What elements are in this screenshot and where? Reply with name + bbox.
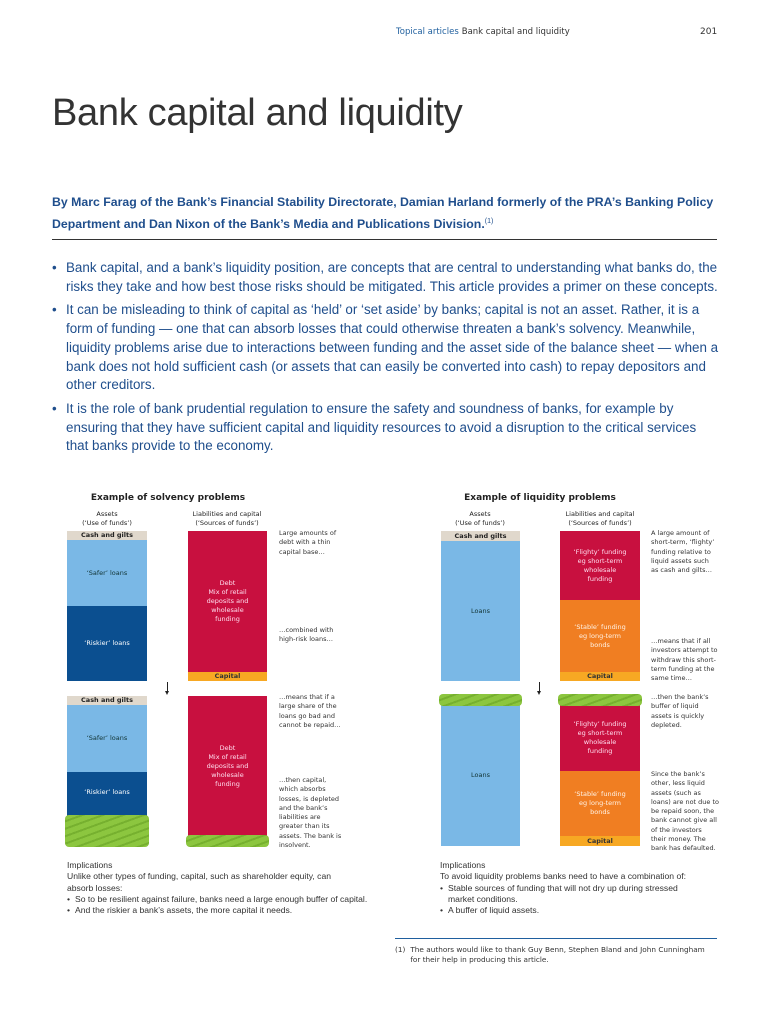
divider xyxy=(52,239,717,240)
solvency-title: Example of solvency problems xyxy=(90,493,246,503)
cash-block: Cash and gilts xyxy=(67,696,147,705)
bullet: It is the role of bank prudential regula… xyxy=(52,400,722,456)
liab-label: Liabilities and capital (‘Sources of fund… xyxy=(545,510,655,528)
debt-block: Debt Mix of retail deposits and wholesal… xyxy=(188,531,267,672)
implications-text: To avoid liquidity problems banks need t… xyxy=(440,871,687,882)
flighty-funding-block: ‘Flighty’ funding eg short-term wholesal… xyxy=(560,705,640,771)
byline: By Marc Farag of the Bank’s Financial St… xyxy=(52,193,722,234)
assets-sub: (‘Use of funds’) xyxy=(82,519,132,527)
arrow-down-icon xyxy=(537,682,541,695)
flighty-withdrawn-scribble xyxy=(558,694,642,706)
note: Since the bank’s other, less liquid asse… xyxy=(651,770,719,853)
header-title: Bank capital and liquidity xyxy=(461,27,570,37)
safer-loans-block: ‘Safer’ loans xyxy=(67,540,147,606)
liab-label: Liabilities and capital (‘Sources of fund… xyxy=(172,510,282,528)
assets-label: Assets (‘Use of funds’) xyxy=(425,510,535,528)
article-title: Bank capital and liquidity xyxy=(52,92,463,134)
implication-bullet: And the riskier a bank’s assets, the mor… xyxy=(67,905,397,917)
losses-scribble xyxy=(65,815,149,847)
riskier-loans-block: ‘Riskier’ loans xyxy=(67,606,147,681)
cash-block: Cash and gilts xyxy=(67,531,147,540)
stable-funding-block: ‘Stable’ funding eg long-term bonds xyxy=(560,771,640,836)
note: …then the bank’s buffer of liquid assets… xyxy=(651,693,709,729)
summary-bullets: Bank capital, and a bank’s liquidity pos… xyxy=(52,259,722,461)
liab-sub: (‘Sources of funds’) xyxy=(195,519,259,527)
assets-heading: Assets xyxy=(469,510,491,518)
capital-depleted-scribble xyxy=(186,835,269,847)
cash-block: Cash and gilts xyxy=(441,531,520,541)
footnote-marker: (1) xyxy=(395,945,406,954)
safer-loans-block: ‘Safer’ loans xyxy=(67,705,147,772)
page-number: 201 xyxy=(700,27,718,37)
note: …means that if all investors attempt to … xyxy=(651,637,718,683)
note: A large amount of short-term, ‘flighty’ … xyxy=(651,529,715,575)
liab-heading: Liabilities and capital xyxy=(565,510,635,518)
flighty-funding-block: ‘Flighty’ funding eg short-term wholesal… xyxy=(560,531,640,600)
liquidity-implications: Implications To avoid liquidity problems… xyxy=(440,860,720,917)
note: …then capital, which absorbs losses, is … xyxy=(279,776,342,850)
implication-bullet: Stable sources of funding that will not … xyxy=(440,883,685,906)
implication-bullet: A buffer of liquid assets. xyxy=(440,905,720,917)
stable-funding-block: ‘Stable’ funding eg long-term bonds xyxy=(560,600,640,672)
footnote-ref: (1) xyxy=(484,218,494,225)
assets-heading: Assets xyxy=(96,510,118,518)
note: Large amounts of debt with a thin capita… xyxy=(279,529,337,556)
byline-text: By Marc Farag of the Bank’s Financial St… xyxy=(52,195,714,232)
bullet: Bank capital, and a bank’s liquidity pos… xyxy=(52,259,722,296)
arrow-down-icon xyxy=(165,682,169,695)
implication-bullet: So to be resilient against failure, bank… xyxy=(67,894,397,906)
running-header: Topical articles Bank capital and liquidi… xyxy=(396,27,570,37)
cash-depleted-scribble xyxy=(439,694,522,706)
capital-block: Capital xyxy=(560,836,640,846)
footnote-divider xyxy=(395,938,717,939)
note: …combined with high-risk loans… xyxy=(279,626,334,644)
capital-block: Capital xyxy=(188,672,267,681)
footnote: (1) The authors would like to thank Guy B… xyxy=(395,945,717,965)
loans-block: Loans xyxy=(441,705,520,846)
header-section: Topical articles xyxy=(396,27,459,37)
capital-block: Capital xyxy=(560,672,640,681)
debt-block: Debt Mix of retail deposits and wholesal… xyxy=(188,696,267,846)
liab-sub: (‘Sources of funds’) xyxy=(568,519,632,527)
bullet: It can be misleading to think of capital… xyxy=(52,301,722,395)
liab-heading: Liabilities and capital xyxy=(192,510,262,518)
implications-heading: Implications xyxy=(67,860,113,870)
implications-text: Unlike other types of funding, capital, … xyxy=(67,871,332,893)
assets-label: Assets (‘Use of funds’) xyxy=(52,510,162,528)
footnote-text: The authors would like to thank Guy Benn… xyxy=(410,945,705,964)
liquidity-title: Example of liquidity problems xyxy=(464,493,616,503)
implications-heading: Implications xyxy=(440,860,486,870)
assets-sub: (‘Use of funds’) xyxy=(455,519,505,527)
note: …means that if a large share of the loan… xyxy=(279,693,341,729)
solvency-implications: Implications Unlike other types of fundi… xyxy=(67,860,397,917)
loans-block: Loans xyxy=(441,541,520,681)
